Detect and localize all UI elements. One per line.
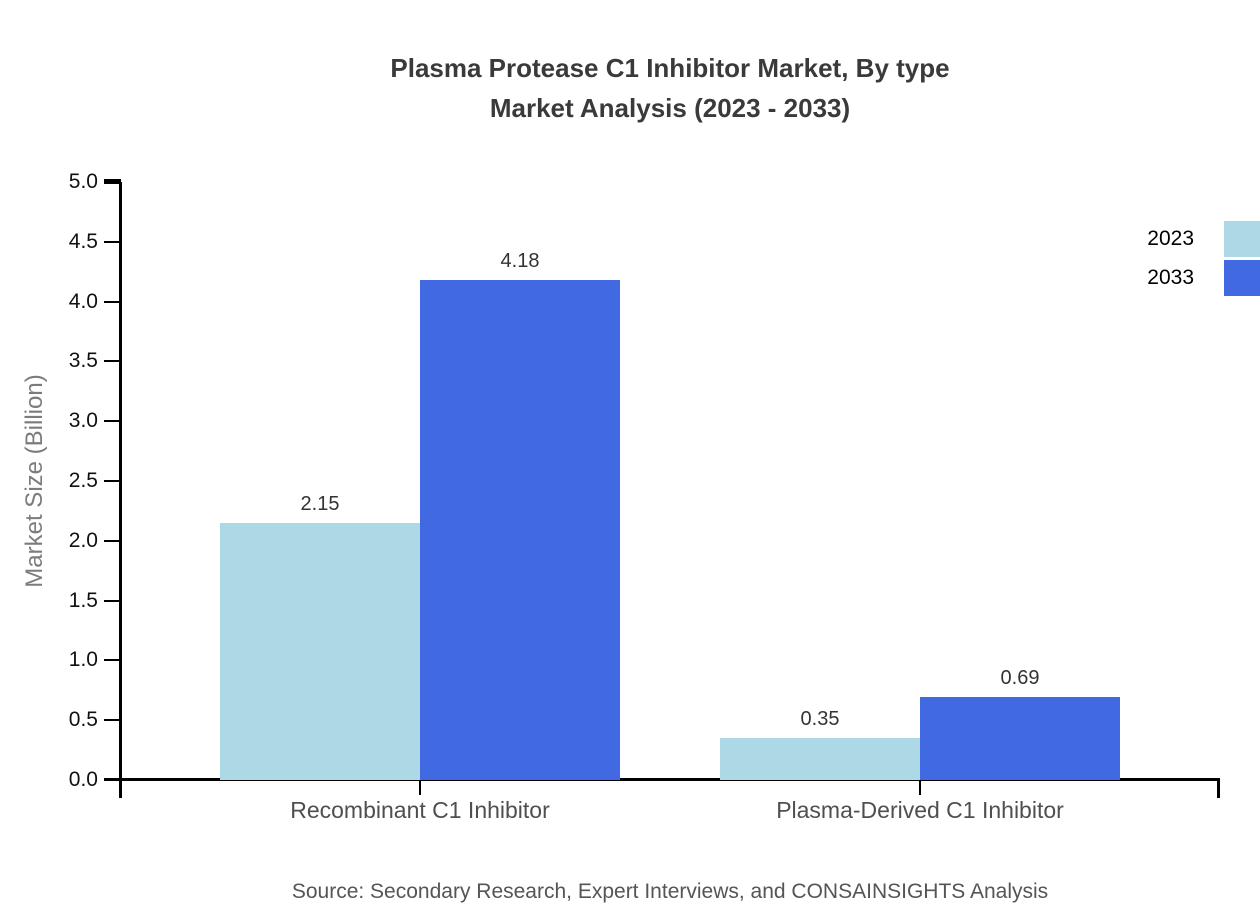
y-axis-tick bbox=[104, 659, 120, 662]
x-axis-line bbox=[104, 778, 1220, 781]
y-axis-tick-label: 4.5 bbox=[68, 229, 98, 253]
y-axis-tick-label: 2.0 bbox=[68, 528, 98, 552]
y-axis-tick bbox=[104, 240, 120, 243]
y-axis-tick-label: 3.5 bbox=[68, 349, 98, 373]
y-axis-tick bbox=[104, 420, 120, 423]
x-axis-category-label: Plasma-Derived C1 Inhibitor bbox=[776, 797, 1064, 823]
y-axis-tick-label: 3.0 bbox=[68, 409, 98, 433]
y-axis-tick bbox=[104, 360, 120, 363]
y-axis-tick bbox=[104, 719, 120, 722]
y-axis-line bbox=[119, 182, 122, 780]
legend: 2023 2033 bbox=[1147, 220, 1260, 298]
legend-swatch bbox=[1224, 221, 1260, 257]
x-axis-tick bbox=[919, 781, 921, 795]
y-axis-tick-label: 2.5 bbox=[68, 469, 98, 492]
legend-item-2023: 2023 bbox=[1147, 220, 1260, 258]
x-axis-tick bbox=[419, 781, 421, 795]
y-axis-tick-label: 4.0 bbox=[68, 289, 98, 313]
y-axis-top-end-tick bbox=[104, 179, 121, 184]
y-axis-tick-label: 0.5 bbox=[68, 708, 98, 732]
chart-title: Plasma Protease C1 Inhibitor Market, By … bbox=[90, 48, 1250, 128]
y-axis-tick bbox=[104, 599, 120, 602]
y-axis-tick-label: 1.5 bbox=[68, 588, 98, 612]
bar-value-label: 0.35 bbox=[800, 708, 840, 731]
bar-2033-recombinant bbox=[420, 280, 620, 780]
legend-label: 2033 bbox=[1147, 266, 1194, 289]
bar-2023-plasma-derived bbox=[720, 738, 920, 780]
x-axis-right-end-tick bbox=[1217, 781, 1220, 798]
chart-title-line1: Plasma Protease C1 Inhibitor Market, By … bbox=[390, 53, 950, 83]
source-note: Source: Secondary Research, Expert Inter… bbox=[291, 880, 1049, 903]
y-axis-tick bbox=[104, 300, 120, 303]
y-axis-tick-label: 1.0 bbox=[68, 648, 98, 672]
legend-label: 2023 bbox=[1147, 227, 1194, 250]
x-axis-left-end-tick bbox=[119, 781, 122, 798]
y-axis-tick-label: 5.0 bbox=[68, 170, 98, 193]
bar-value-label: 0.69 bbox=[1000, 667, 1040, 690]
bar-value-label: 4.18 bbox=[500, 250, 540, 273]
chart-title-line2: Market Analysis (2023 - 2033) bbox=[489, 93, 851, 123]
y-axis-tick-label: 0.0 bbox=[68, 768, 98, 791]
y-axis-tick bbox=[104, 480, 120, 482]
bar-2023-recombinant bbox=[220, 522, 420, 780]
legend-item-2033: 2033 bbox=[1147, 259, 1260, 297]
legend-swatch bbox=[1224, 260, 1260, 296]
bar-2033-plasma-derived bbox=[920, 697, 1120, 780]
bar-value-label: 2.15 bbox=[300, 492, 340, 515]
x-axis-category-label: Recombinant C1 Inhibitor bbox=[290, 797, 550, 823]
y-axis-tick bbox=[104, 539, 120, 542]
